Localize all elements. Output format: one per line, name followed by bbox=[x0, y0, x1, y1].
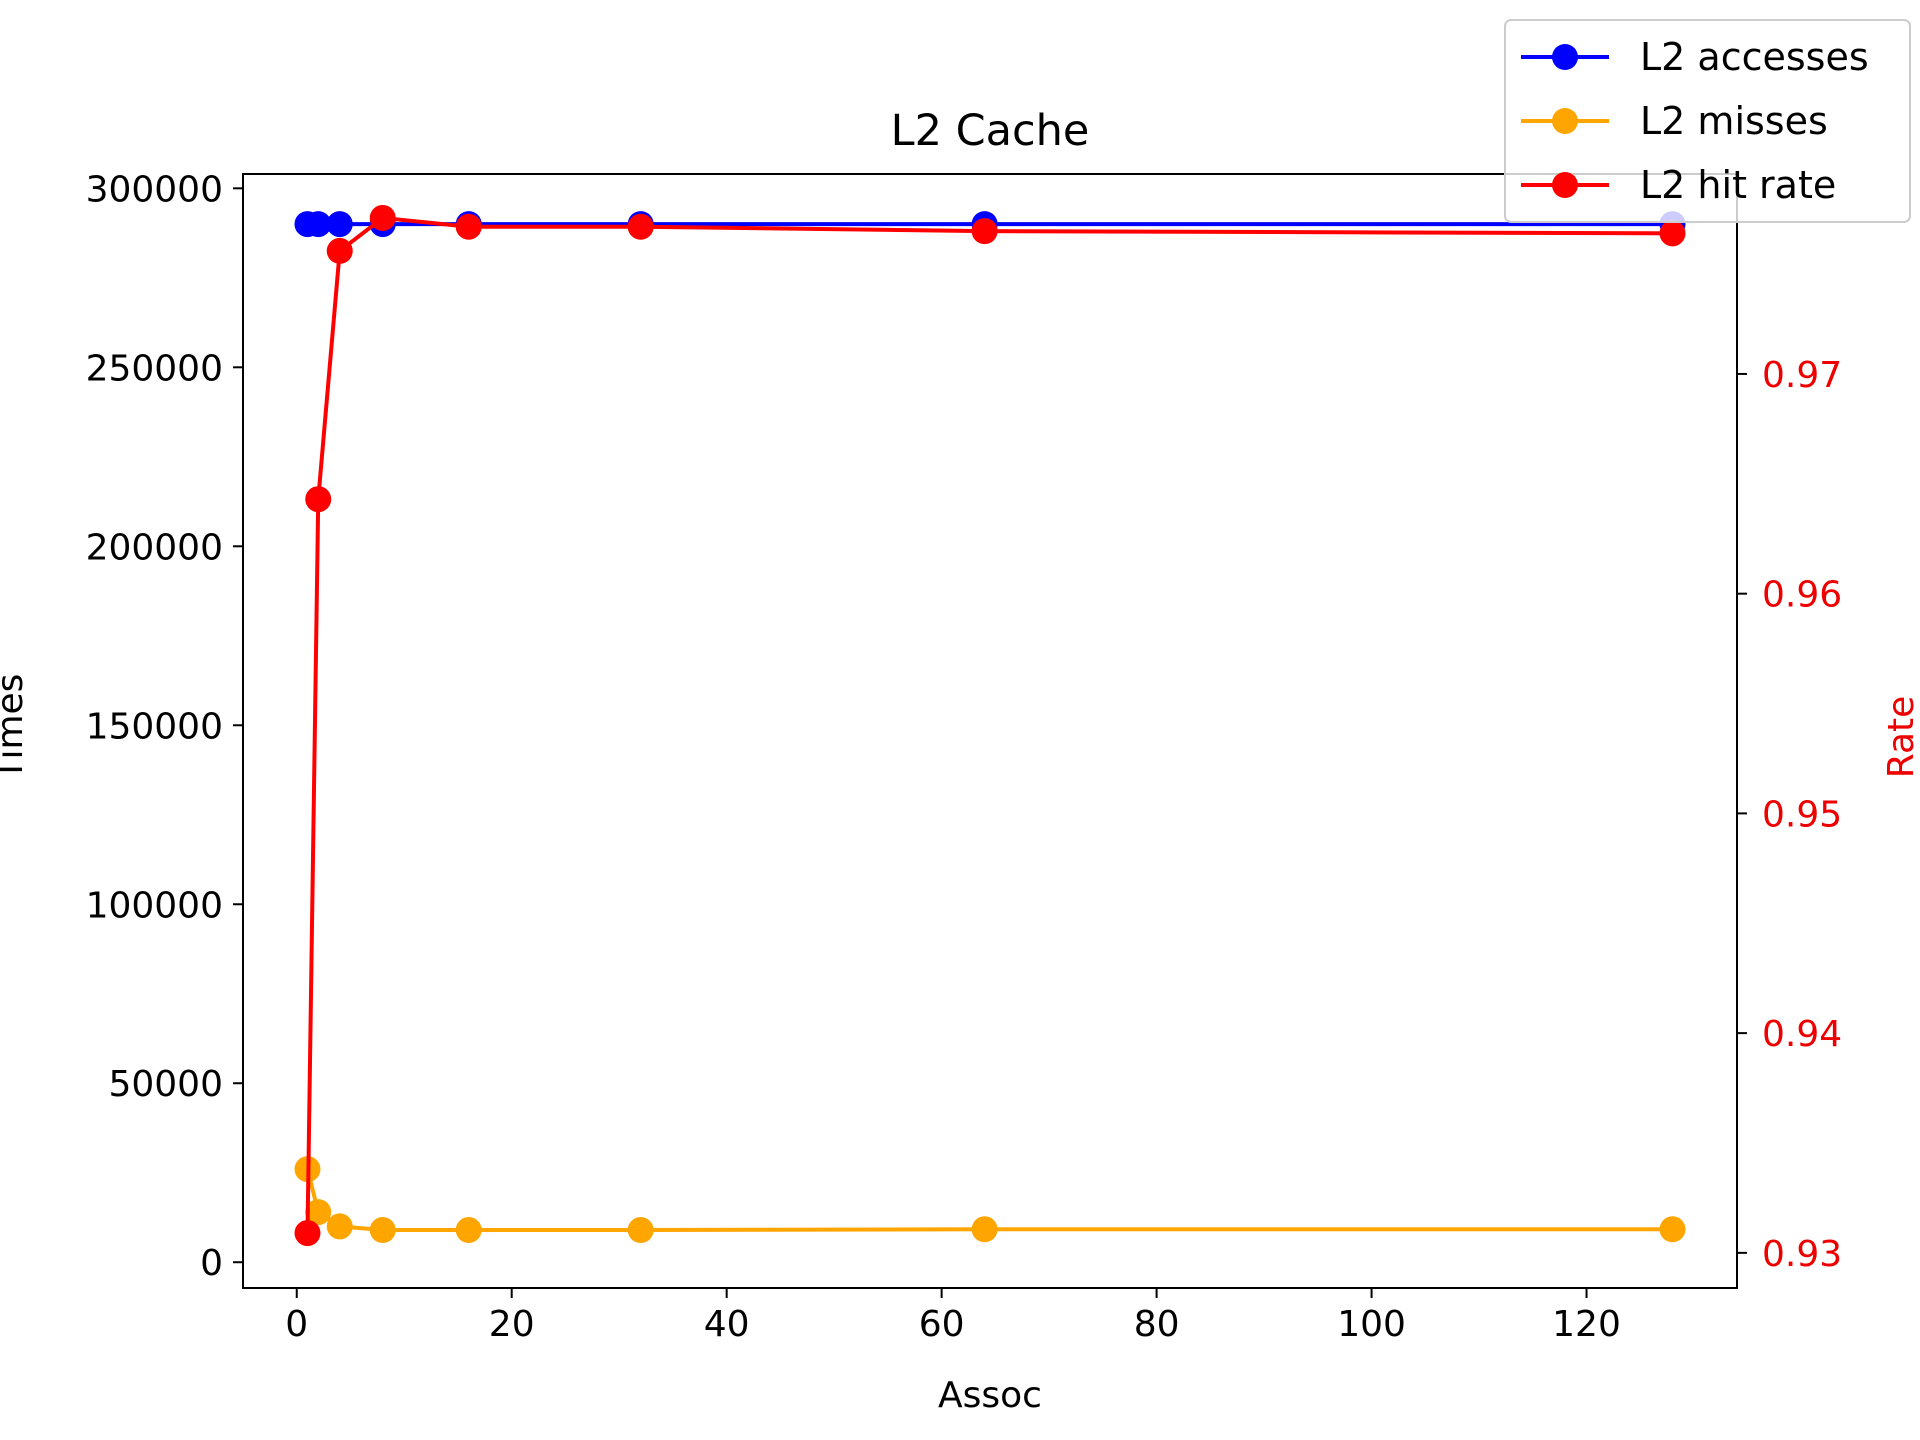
y-tick-label: 50000 bbox=[108, 1064, 223, 1105]
data-point-l2-accesses bbox=[326, 211, 353, 238]
data-point-l2-misses bbox=[627, 1217, 654, 1244]
y-tick-label: 200000 bbox=[86, 527, 223, 568]
x-axis-label: Assoc bbox=[938, 1375, 1042, 1416]
x-tick-label: 40 bbox=[704, 1304, 750, 1345]
legend-swatch-marker bbox=[1552, 44, 1578, 70]
x-tick-label: 20 bbox=[489, 1304, 535, 1345]
axes-frame bbox=[242, 173, 1738, 1289]
data-point-l2-misses bbox=[326, 1213, 353, 1240]
data-point-l2-hit-rate bbox=[305, 486, 332, 513]
y-tick-label: 300000 bbox=[86, 169, 223, 210]
x-tick-label: 0 bbox=[285, 1304, 308, 1345]
y-tick-label: 100000 bbox=[86, 885, 223, 926]
x-tick-label: 60 bbox=[919, 1304, 965, 1345]
y2-axis-label: Rate bbox=[1881, 696, 1920, 779]
data-point-l2-misses bbox=[305, 1199, 332, 1226]
legend-entry-label: L2 accesses bbox=[1640, 35, 1869, 79]
y-axis-label: Times bbox=[0, 674, 31, 782]
data-point-l2-hit-rate bbox=[294, 1220, 321, 1247]
y2-tick-label: 0.94 bbox=[1762, 1014, 1842, 1055]
data-point-l2-hit-rate bbox=[326, 237, 353, 264]
x-tick-label: 100 bbox=[1337, 1304, 1406, 1345]
series-line-l2-hit-rate bbox=[305, 215, 1673, 1234]
data-point-l2-hit-rate bbox=[971, 218, 998, 245]
y2-tick-label: 0.95 bbox=[1762, 794, 1842, 835]
legend-entry-label: L2 misses bbox=[1640, 99, 1828, 143]
data-point-l2-misses bbox=[369, 1217, 396, 1244]
legend-swatch-marker bbox=[1552, 172, 1578, 198]
x-tick-label: 80 bbox=[1134, 1304, 1180, 1345]
y2-tick-label: 0.97 bbox=[1762, 355, 1842, 396]
y-tick-label: 150000 bbox=[86, 706, 223, 747]
data-point-l2-hit-rate bbox=[455, 213, 482, 240]
data-point-l2-hit-rate bbox=[369, 204, 396, 231]
data-point-l2-hit-rate bbox=[1659, 220, 1686, 247]
data-point-l2-misses bbox=[971, 1216, 998, 1243]
y2-tick-label: 0.96 bbox=[1762, 575, 1842, 616]
y-tick-label: 0 bbox=[200, 1243, 223, 1284]
legend-swatch-marker bbox=[1552, 108, 1578, 134]
y-tick-label: 250000 bbox=[86, 348, 223, 389]
legend: L2 accesses L2 misses L2 hit rate bbox=[1504, 19, 1911, 223]
legend-entry-label: L2 hit rate bbox=[1640, 163, 1836, 207]
x-tick-label: 120 bbox=[1552, 1304, 1621, 1345]
data-point-l2-misses bbox=[1659, 1216, 1686, 1243]
data-point-l2-accesses bbox=[305, 211, 332, 238]
plot-area: 0 20 40 60 80 100 120 0 50000 100000 150000 200000 2… bbox=[86, 169, 1843, 1345]
data-point-l2-misses bbox=[455, 1217, 482, 1244]
data-point-l2-hit-rate bbox=[627, 213, 654, 240]
legend-box bbox=[1504, 19, 1911, 223]
chart-title: L2 Cache bbox=[891, 106, 1090, 156]
y2-tick-label: 0.93 bbox=[1762, 1234, 1842, 1275]
